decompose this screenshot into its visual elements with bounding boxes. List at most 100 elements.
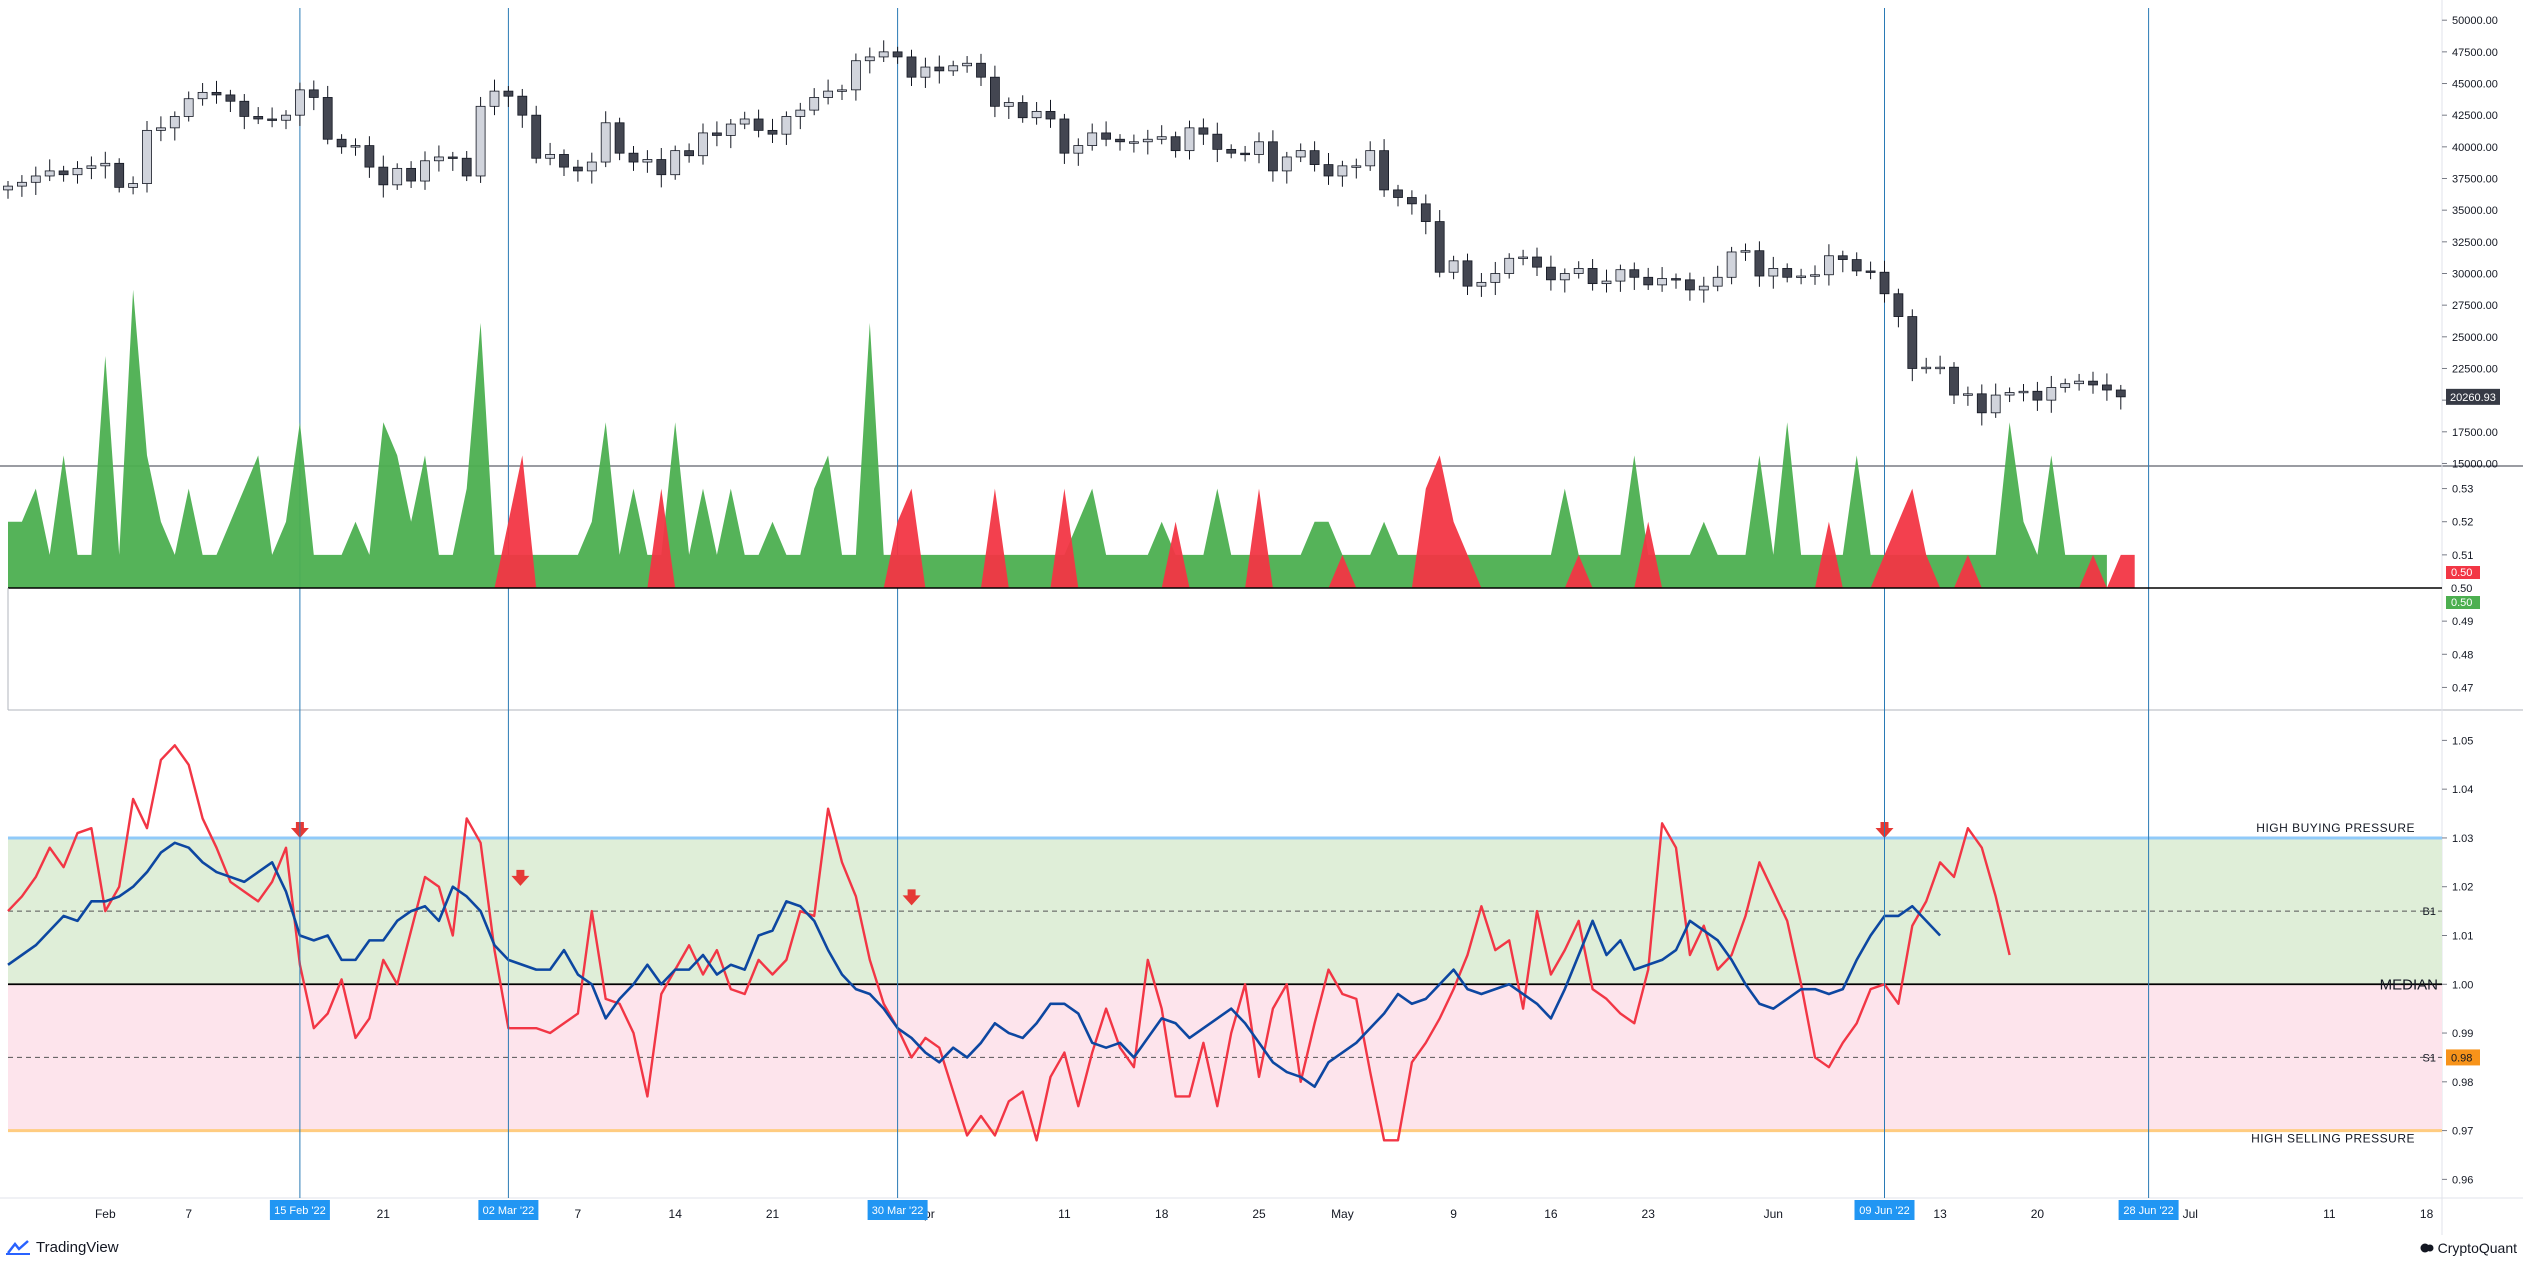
candle [1268, 130, 1278, 182]
bear-candle-body [1893, 293, 1904, 317]
bear-candle-body [1170, 136, 1181, 152]
bull-candle-body [1712, 276, 1723, 287]
date-tag[interactable]: 02 Mar '22 [478, 1200, 539, 1220]
bull-candle-body [1351, 165, 1362, 168]
candle [878, 40, 889, 62]
candle [267, 107, 278, 128]
bear-candle-body [712, 132, 722, 136]
candle [336, 134, 347, 154]
date-markers [299, 8, 2150, 1198]
candle [1101, 121, 1111, 147]
date-tag[interactable]: 15 Feb '22 [269, 1200, 330, 1220]
bear-candle-body [336, 138, 347, 148]
candle [712, 121, 722, 147]
bear-candle-body [1420, 203, 1431, 222]
time-axis-label: 11 [1058, 1207, 1071, 1221]
bear-candle-body [461, 157, 472, 177]
candle [1740, 243, 1751, 261]
cryptoquant-label: CryptoQuant [2437, 1240, 2517, 1256]
bull-candle-body [1810, 274, 1820, 277]
bull-candle-body [197, 91, 208, 100]
time-axis[interactable]: Feb72171421Apr111825May91623Jun1320Jul11… [95, 1200, 2434, 1221]
candle [2032, 381, 2043, 411]
bear-candle-body [1907, 316, 1918, 369]
time-axis-label: 16 [1544, 1207, 1558, 1221]
time-axis-label: 21 [766, 1207, 780, 1221]
candle [489, 79, 500, 116]
blue-ma-line[interactable] [7, 841, 1942, 1088]
bear-candle-body [2101, 384, 2112, 391]
bear-candle-body [364, 145, 375, 168]
candle [739, 111, 750, 130]
candle [2004, 387, 2015, 403]
bear-candle-body [531, 114, 542, 159]
bull-candle-body [1184, 127, 1195, 152]
bear-candle-body [503, 90, 514, 97]
candle [1393, 184, 1403, 207]
flow-scale-label: 0.47 [2452, 682, 2473, 694]
candle [1907, 309, 1918, 382]
time-axis-label: 7 [185, 1207, 192, 1221]
candle [1045, 99, 1056, 128]
tradingview-branding[interactable]: TradingView [6, 1236, 119, 1258]
bear-candle-body [1462, 260, 1473, 287]
bear-candle-body [1851, 259, 1862, 272]
candle [447, 151, 458, 171]
candle [1782, 263, 1793, 283]
bear-candle-body [1879, 271, 1890, 295]
bear-candle-body [684, 150, 694, 157]
cryptoquant-logo-icon [2420, 1243, 2434, 1253]
time-axis-label: Feb [95, 1207, 116, 1221]
candle [281, 110, 291, 130]
bear-candle-body [1226, 148, 1237, 154]
last-price-tag[interactable]: 20260.93 [2446, 388, 2500, 405]
bull-candle-body [795, 109, 806, 117]
bull-candle-body [823, 90, 833, 98]
candle [531, 105, 542, 164]
price-scale-label: 50000.00 [2452, 15, 2498, 27]
ratio-scale-label: 1.02 [2452, 882, 2473, 894]
bull-candle-body [489, 90, 500, 107]
bear-candle-body [1045, 110, 1056, 120]
date-tag-label: 30 Mar '22 [872, 1205, 924, 1217]
bull-candle-body [1003, 102, 1014, 107]
bear-candle-body [1976, 393, 1987, 414]
bull-candle-body [1824, 255, 1834, 276]
bear-candle-body [378, 166, 389, 186]
candle [1865, 261, 1876, 280]
bull-candle-body [1726, 251, 1737, 278]
candle [1601, 269, 1612, 293]
bear-candle-body [1101, 132, 1111, 140]
date-tag[interactable]: 28 Jun '22 [2118, 1200, 2179, 1220]
bear-candle-body [308, 89, 319, 98]
s1-value-tag-bg [2446, 1049, 2480, 1066]
bull-candle-body [1490, 273, 1501, 283]
bear-candle-body [1434, 221, 1445, 273]
candle [16, 175, 27, 197]
candle [2046, 375, 2057, 413]
candle [1115, 134, 1125, 151]
bull-candle-body [392, 167, 403, 186]
price-pane[interactable]: 15000.0017500.0020000.0022500.0025000.00… [3, 15, 2501, 470]
candle [1198, 118, 1209, 145]
bull-candle-body [1935, 366, 1945, 370]
s1-value-tag: 0.98 [2446, 1049, 2480, 1066]
time-axis-label: 14 [669, 1207, 683, 1221]
date-tag[interactable]: 30 Mar '22 [867, 1200, 928, 1220]
flow-pane[interactable]: 0.47 0.48 0.49 0.51 0.52 0.53 0.50 0.50 0.50 [7, 289, 2480, 710]
candle [1990, 383, 2001, 418]
candle [656, 147, 667, 188]
bull-candle-body [72, 167, 83, 176]
bear-candle-body [1240, 152, 1250, 156]
date-tag[interactable]: 09 Jun '22 [1854, 1200, 1915, 1220]
bull-candle-body [1087, 132, 1098, 146]
candle [1629, 262, 1640, 290]
bear-candle-body [1865, 270, 1876, 273]
candle [1518, 249, 1528, 266]
price-scale-label: 22500.00 [2452, 363, 2498, 375]
high-selling-label: HIGH SELLING PRESSURE [2251, 1132, 2415, 1146]
red-ratio-line[interactable] [7, 744, 2011, 1142]
ratio-scale-label: 1.05 [2452, 735, 2473, 747]
bear-candle-body [406, 167, 417, 182]
